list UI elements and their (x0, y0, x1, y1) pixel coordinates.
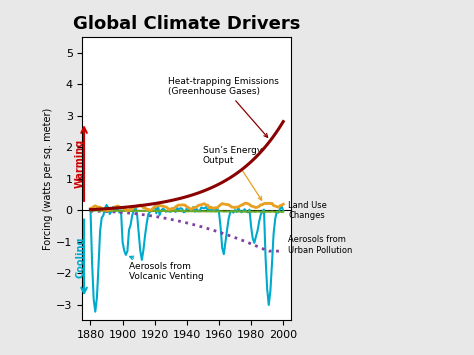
Text: Sun’s Energy
Output: Sun’s Energy Output (203, 146, 262, 200)
Y-axis label: Forcing (watts per sq. meter): Forcing (watts per sq. meter) (44, 108, 54, 250)
Text: Aerosols from
Volcanic Venting: Aerosols from Volcanic Venting (129, 256, 204, 282)
Title: Global Climate Drivers: Global Climate Drivers (73, 15, 301, 33)
Text: Heat-trapping Emissions
(Greenhouse Gases): Heat-trapping Emissions (Greenhouse Gase… (168, 77, 278, 137)
Text: Warming: Warming (75, 138, 85, 188)
Text: Land Use
Changes: Land Use Changes (288, 201, 327, 220)
Text: Cooling: Cooling (75, 237, 85, 278)
Text: Aerosols from
Urban Pollution: Aerosols from Urban Pollution (288, 235, 352, 255)
